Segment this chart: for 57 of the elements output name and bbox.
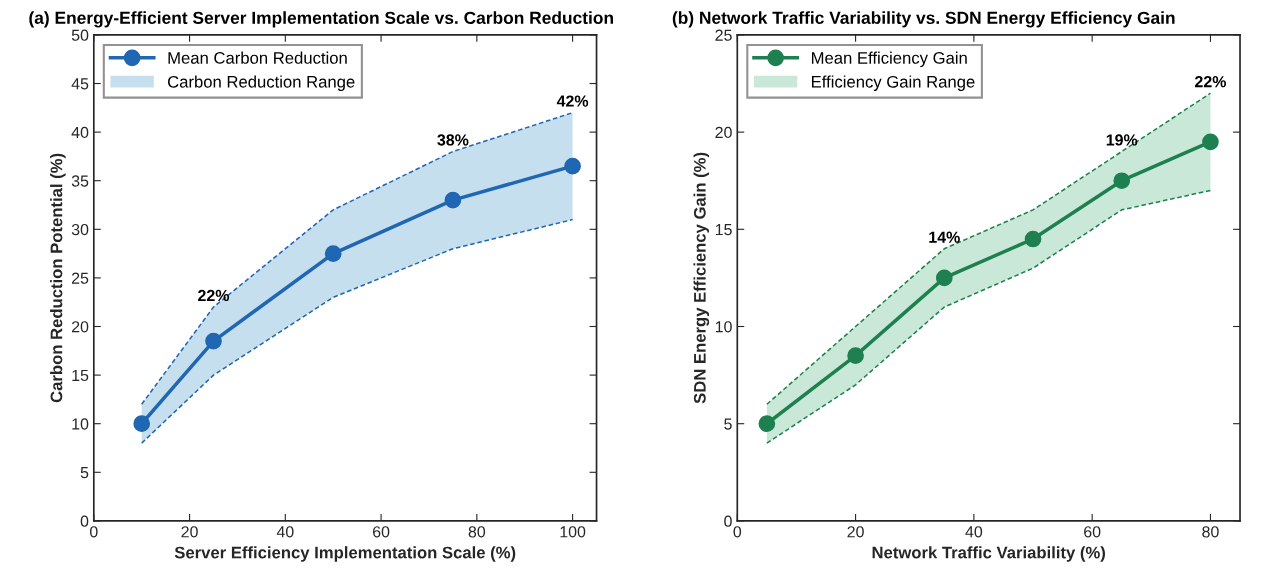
x-tick-label: 20 [181, 526, 198, 538]
annotation: 42% [556, 95, 589, 107]
legend-label: Efficiency Gain Range [812, 75, 975, 91]
x-tick-label: 60 [1084, 526, 1101, 538]
x-axis-title: Network Traffic Variability (%) [872, 546, 1105, 562]
point [205, 332, 222, 350]
point [935, 269, 953, 287]
legend-label: Carbon Reduction Range [167, 75, 355, 91]
y-tick-label: 0 [80, 515, 89, 527]
y-tick-label: 10 [715, 321, 732, 333]
x-tick-label: 40 [965, 526, 983, 538]
y-tick-label: 20 [715, 126, 732, 139]
x-tick-label: 40 [276, 526, 294, 538]
y-tick-label: 0 [724, 515, 732, 527]
y-tick-label: 30 [71, 223, 89, 236]
annotation: 19% [1106, 134, 1138, 146]
x-tick-label: 80 [1202, 526, 1219, 538]
y-tick-label: 10 [72, 418, 89, 430]
y-axis-title: SDN Energy Efficiency Gain (%) [693, 152, 710, 404]
y-tick-label: 20 [71, 321, 89, 333]
line-series [766, 189, 1212, 444]
point [847, 347, 864, 364]
y-tick-label: 25 [715, 29, 732, 41]
legend-label: Mean Carbon Reduction [168, 51, 347, 64]
point [1113, 172, 1131, 190]
y-tick-label: 15 [72, 369, 89, 382]
line-series [140, 218, 574, 444]
y-tick-label: 25 [71, 272, 89, 284]
point [1024, 230, 1042, 248]
y-tick-label: 15 [715, 224, 732, 236]
point [758, 415, 776, 433]
annotation: 38% [437, 134, 469, 146]
annotation: 22% [1195, 75, 1227, 88]
x-tick-label: 0 [89, 526, 98, 538]
x-tick-label: 60 [373, 526, 390, 538]
annotation: 14% [929, 231, 960, 243]
y-tick-label: 35 [71, 175, 89, 187]
y-tick-label: 40 [71, 126, 89, 139]
y-tick-label: 5 [80, 467, 89, 479]
annotation: 22% [198, 289, 230, 302]
point [444, 191, 462, 209]
y-axis-title: Carbon Reduction Potential (%) [50, 153, 66, 403]
x-axis-title: Server Efficiency Implementation Scale (%) [174, 546, 516, 562]
legend-label: Mean Efficiency Gain [812, 51, 967, 68]
point [564, 157, 581, 175]
y-tick-label: 45 [71, 78, 89, 90]
y-tick-label: 5 [724, 418, 732, 430]
x-tick-label: 0 [733, 526, 742, 538]
x-tick-label: 80 [468, 526, 486, 538]
point [133, 415, 151, 433]
x-tick-label: 20 [847, 526, 864, 538]
y-tick-label: 50 [71, 29, 89, 41]
point [1202, 133, 1219, 151]
point [324, 245, 342, 262]
x-tick-label: 100 [560, 526, 586, 538]
chart-title: (a) Energy-Efficient Server Implementation Scale vs. Carbon Reduction [29, 11, 613, 28]
chart-title: (b) Network Traffic Variability vs. SDN Energy Efficiency Gain [672, 11, 1175, 28]
